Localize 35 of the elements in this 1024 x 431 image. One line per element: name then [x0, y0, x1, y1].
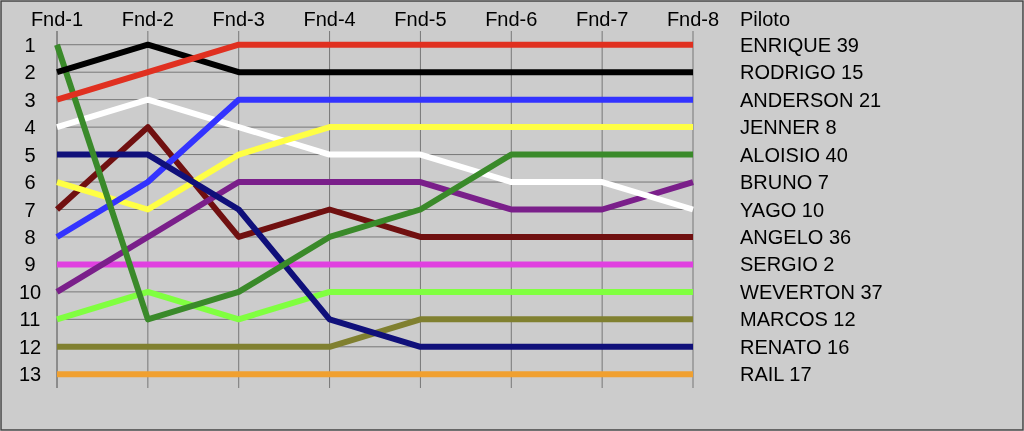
- text: ANGELO 36: [740, 225, 852, 248]
- y-tick-label: 10: [18, 280, 42, 303]
- x-tick-label: Fnd-2: [121, 8, 174, 30]
- x-tick-label: Fnd-4: [303, 8, 356, 30]
- y-tick-label: 11: [19, 308, 41, 331]
- text: ENRIQUE 39: [740, 33, 859, 56]
- legend-title: Piloto: [740, 8, 791, 30]
- y-tick-label: 4: [24, 116, 36, 139]
- text: BRUNO 7: [740, 171, 829, 194]
- text: JENNER 8: [740, 116, 837, 139]
- text: RENATO 16: [740, 335, 850, 358]
- y-tick-label: 5: [24, 143, 36, 166]
- y-tick-label: 9: [24, 253, 36, 276]
- text: WEVERTON 37: [740, 280, 883, 303]
- x-tick-label: Fnd-6: [485, 8, 538, 30]
- text: YAGO 10: [740, 198, 825, 221]
- x-tick-label: Fnd-5: [394, 8, 447, 30]
- x-tick-label: Fnd-7: [576, 8, 629, 30]
- y-tick-label: 13: [18, 363, 42, 386]
- x-tick-label: Fnd-1: [30, 8, 84, 30]
- text: ALOISIO 40: [740, 143, 848, 166]
- text: SERGIO 2: [740, 253, 835, 276]
- y-tick-label: 3: [24, 88, 36, 111]
- x-tick-label: Fnd-8: [666, 8, 720, 30]
- text: MARCOS 12: [740, 308, 856, 331]
- y-tick-label: 1: [24, 33, 36, 56]
- y-tick-label: 6: [24, 171, 36, 194]
- x-tick-label: Fnd-3: [212, 8, 265, 30]
- text: ANDERSON 21: [740, 88, 882, 111]
- y-tick-label: 7: [24, 198, 36, 221]
- text: RAIL 17: [740, 363, 812, 386]
- y-tick-label: 2: [24, 61, 36, 84]
- text: RODRIGO 15: [740, 61, 864, 84]
- y-tick-label: 12: [18, 335, 42, 358]
- y-tick-label: 8: [24, 225, 36, 248]
